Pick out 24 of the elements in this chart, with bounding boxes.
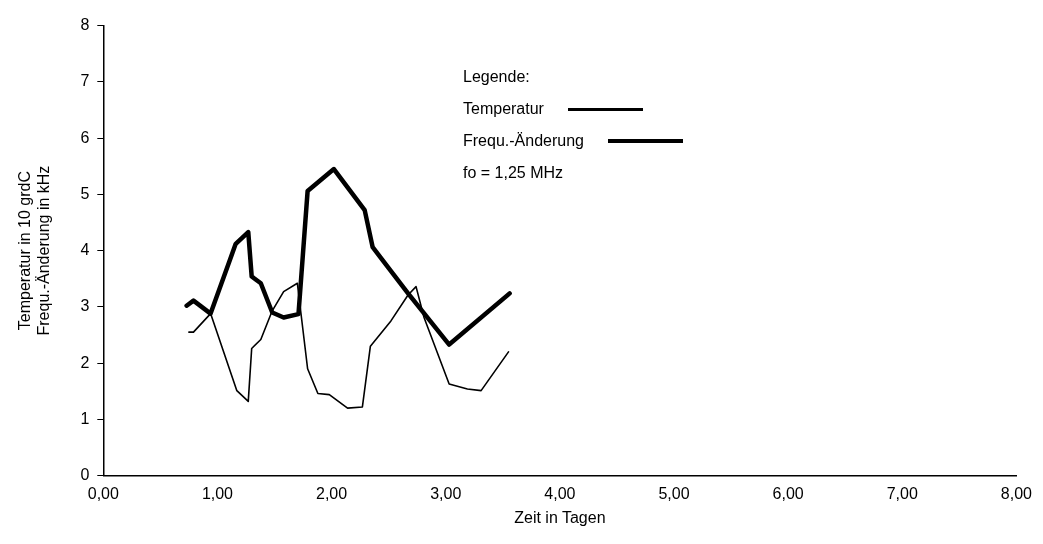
legend-title: Legende: xyxy=(463,68,531,86)
x-tick-label: 4,00 xyxy=(544,484,576,502)
x-tick-label: 0,00 xyxy=(87,484,119,502)
legend-label: Temperatur xyxy=(463,100,544,118)
x-tick-label: 3,00 xyxy=(430,484,462,502)
legend-label: Frequ.-Änderung xyxy=(463,132,584,150)
x-tick-label: 7,00 xyxy=(886,484,918,502)
y-tick-label: 3 xyxy=(80,297,90,315)
y-tick-label: 4 xyxy=(80,241,90,259)
y-tick-label: 2 xyxy=(80,353,90,371)
y-tick-label: 7 xyxy=(80,72,90,90)
y-tick-label: 1 xyxy=(80,409,90,427)
y-axis-title: Temperatur in 10 grdC Frequ.-Änderung in kHz xyxy=(16,165,53,336)
y-tick-label: 0 xyxy=(80,466,90,484)
y-tick-label: 8 xyxy=(80,16,90,34)
x-tick-label: 1,00 xyxy=(201,484,234,502)
x-tick-label: 2,00 xyxy=(316,484,348,502)
annotation: fo = 1,25 MHz xyxy=(463,164,565,182)
x-axis-title: Zeit in Tagen xyxy=(514,508,606,526)
y-tick-label: 6 xyxy=(80,128,90,146)
x-tick-label: 5,00 xyxy=(658,484,690,502)
x-tick-label: 8,00 xyxy=(1000,484,1033,502)
y-tick-label: 5 xyxy=(80,184,90,202)
x-tick-label: 6,00 xyxy=(772,484,804,502)
